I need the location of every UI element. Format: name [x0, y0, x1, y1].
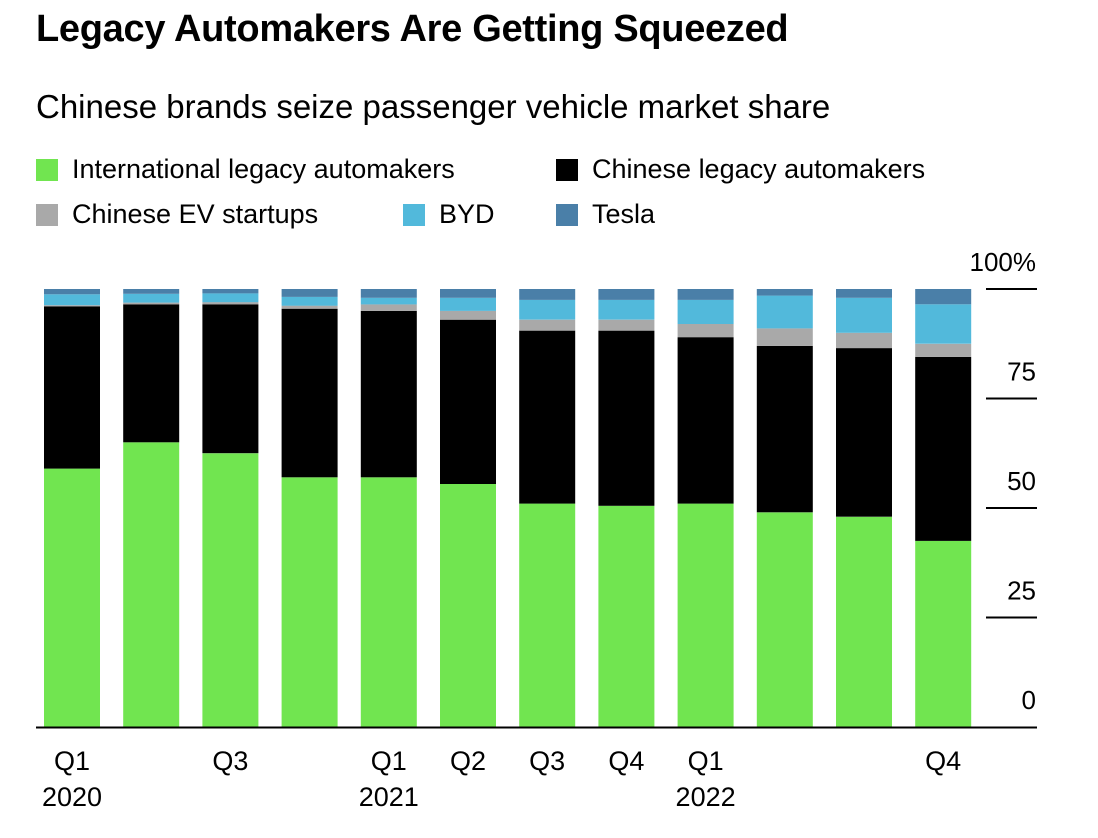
bar-segment-chinese-legacy-0	[44, 306, 100, 469]
bar-segment-ev-startups-11	[915, 343, 972, 357]
legend-item-chinese-ev-startups: Chinese EV startups	[36, 199, 318, 230]
x-tick-year-label-4: 2021	[359, 782, 419, 812]
legend-swatch-chinese-legacy	[556, 158, 578, 181]
bar-segment-byd-6	[519, 299, 576, 320]
bar-segment-chinese-legacy-8	[677, 337, 734, 504]
bar-segment-ev-startups-5	[440, 310, 496, 320]
y-tick-label-50: 50	[1007, 466, 1036, 496]
bar-segment-tesla-1	[123, 289, 180, 294]
y-tick-label-0: 0	[1022, 685, 1036, 715]
bar-segment-chinese-legacy-11	[915, 356, 972, 541]
legend-item-byd: BYD	[403, 199, 495, 230]
bar-segment-byd-0	[44, 294, 100, 306]
bar-segment-intl-10	[836, 516, 892, 727]
bar-segment-chinese-legacy-9	[756, 345, 813, 513]
bar-segment-tesla-11	[915, 289, 972, 305]
bar-segment-ev-startups-1	[123, 302, 180, 305]
bar-segment-intl-1	[123, 442, 180, 727]
bar-segment-tesla-9	[756, 289, 813, 296]
bar-segment-byd-2	[202, 293, 259, 303]
bar-segment-chinese-legacy-4	[360, 310, 417, 478]
bar-segment-intl-7	[598, 505, 655, 727]
bar-segment-intl-0	[44, 468, 100, 727]
bar-segment-tesla-2	[202, 289, 259, 294]
bar-segment-tesla-10	[836, 289, 892, 298]
legend-label-chinese-legacy: Chinese legacy automakers	[592, 154, 926, 184]
legend-item-international-legacy: International legacy automakers	[36, 154, 455, 185]
x-tick-label-5: Q2	[450, 746, 486, 776]
bar-segment-ev-startups-4	[360, 304, 417, 311]
legend-swatch-chinese-ev-startups	[36, 203, 58, 226]
bar-segment-tesla-3	[281, 289, 338, 297]
bar-segment-chinese-legacy-2	[202, 304, 259, 454]
bar-segment-intl-8	[677, 503, 734, 727]
legend-swatch-tesla	[556, 203, 578, 226]
bar-segment-intl-5	[440, 483, 496, 727]
bar-segment-intl-6	[519, 503, 576, 727]
x-tick-label-6: Q3	[529, 746, 565, 776]
bar-segment-tesla-5	[440, 289, 496, 298]
x-tick-label-11: Q4	[925, 746, 961, 776]
bar-segment-intl-11	[915, 540, 972, 727]
bar-segment-byd-7	[598, 299, 655, 320]
bar-segment-byd-10	[836, 297, 892, 333]
bar-segment-ev-startups-10	[836, 332, 892, 349]
legend-label-international-legacy: International legacy automakers	[72, 154, 455, 184]
x-tick-year-label-8: 2022	[676, 782, 736, 812]
bar-segment-byd-11	[915, 304, 972, 344]
bar-segment-chinese-legacy-7	[598, 330, 655, 506]
bar-segment-chinese-legacy-1	[123, 304, 180, 443]
legend-label-tesla: Tesla	[592, 199, 656, 229]
legend-item-chinese-legacy: Chinese legacy automakers	[556, 154, 925, 185]
y-tick-label-25: 25	[1007, 576, 1036, 606]
x-tick-label-8: Q1	[688, 746, 724, 776]
bar-segment-tesla-7	[598, 289, 655, 300]
bar-segment-chinese-legacy-5	[440, 319, 496, 484]
x-tick-label-2: Q3	[212, 746, 248, 776]
legend-label-byd: BYD	[439, 199, 495, 229]
bar-segment-intl-4	[360, 477, 417, 727]
bar-segment-intl-9	[756, 512, 813, 727]
y-tick-label-100: 100%	[970, 247, 1037, 277]
chart-title: Legacy Automakers Are Getting Squeezed	[36, 8, 789, 50]
legend-swatch-byd	[403, 203, 425, 226]
bar-segment-tesla-6	[519, 289, 576, 300]
bar-segment-ev-startups-7	[598, 319, 655, 331]
bar-segment-tesla-0	[44, 289, 100, 295]
x-tick-label-4: Q1	[371, 746, 407, 776]
bar-segment-chinese-legacy-3	[281, 308, 338, 478]
bar-segment-ev-startups-2	[202, 302, 259, 305]
bar-segment-intl-2	[202, 453, 259, 728]
bar-segment-ev-startups-3	[281, 305, 338, 309]
bar-segment-byd-8	[677, 299, 734, 324]
bar-segment-chinese-legacy-10	[836, 348, 892, 517]
x-tick-label-7: Q4	[608, 746, 644, 776]
legend-swatch-international-legacy	[36, 158, 58, 181]
bar-segment-ev-startups-6	[519, 319, 576, 331]
bar-segment-intl-3	[281, 477, 338, 727]
bar-segment-byd-9	[756, 295, 813, 329]
bar-segment-chinese-legacy-6	[519, 330, 576, 504]
bar-segment-tesla-8	[677, 289, 734, 300]
bar-segment-ev-startups-0	[44, 305, 100, 307]
legend-label-chinese-ev-startups: Chinese EV startups	[72, 199, 319, 229]
bar-segment-ev-startups-8	[677, 324, 734, 338]
legend-item-tesla: Tesla	[556, 199, 655, 230]
y-tick-label-75: 75	[1007, 357, 1036, 387]
chart-subtitle: Chinese brands seize passenger vehicle m…	[36, 88, 831, 125]
bar-segment-byd-5	[440, 297, 496, 311]
bar-segment-tesla-4	[360, 289, 417, 298]
bar-segment-ev-startups-9	[756, 328, 813, 346]
bar-segment-byd-3	[281, 296, 338, 306]
bar-segment-byd-4	[360, 297, 417, 305]
bar-segment-byd-1	[123, 293, 180, 303]
x-tick-year-label-0: 2020	[42, 782, 102, 812]
x-tick-label-0: Q1	[54, 746, 90, 776]
